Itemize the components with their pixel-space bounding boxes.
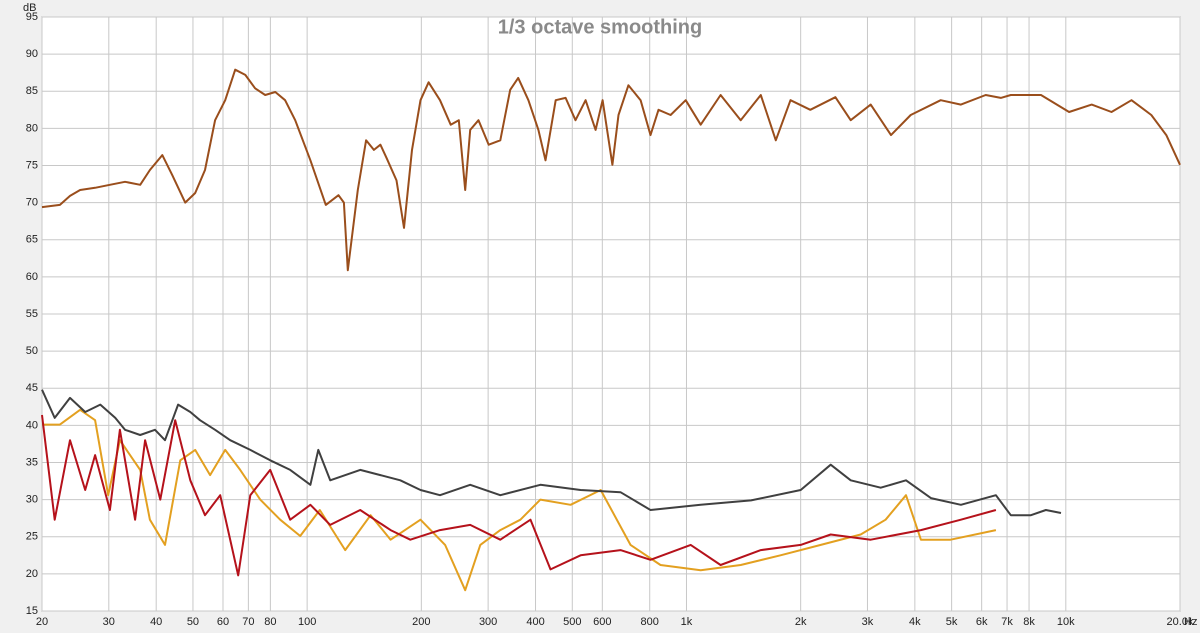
grid (41, 16, 1181, 612)
x-tick-label: 500 (563, 616, 581, 628)
x-tick-label: 30 (103, 616, 115, 628)
y-tick-label: 50 (26, 345, 38, 357)
y-tick-label: 85 (26, 85, 38, 97)
x-tick-label: 20 (36, 616, 48, 628)
series-line (41, 68, 1181, 272)
y-tick-label: 80 (26, 122, 38, 134)
x-tick-label: 8k (1023, 616, 1035, 628)
x-tick-label: 6k (976, 616, 988, 628)
x-tick-label: 70 (242, 616, 254, 628)
series-line (41, 414, 997, 577)
x-tick-label: 80 (264, 616, 276, 628)
x-tick-label: 100 (298, 616, 316, 628)
y-tick-label: 75 (26, 159, 38, 171)
y-tick-label: 35 (26, 456, 38, 468)
y-axis-label: dB (23, 2, 36, 14)
x-tick-label: 50 (187, 616, 199, 628)
x-tick-label: 7k (1001, 616, 1013, 628)
x-tick-label: 400 (526, 616, 544, 628)
y-tick-label: 20 (26, 568, 38, 580)
y-tick-label: 40 (26, 419, 38, 431)
x-tick-label: 200 (412, 616, 430, 628)
x-tick-label: 60 (217, 616, 229, 628)
x-tick-label: 5k (946, 616, 958, 628)
y-tick-label: 95 (26, 11, 38, 23)
y-tick-label: 60 (26, 271, 38, 283)
x-tick-label: 10k (1057, 616, 1075, 628)
y-tick-label: 15 (26, 605, 38, 617)
x-tick-label: 600 (593, 616, 611, 628)
y-tick-label: 55 (26, 308, 38, 320)
x-tick-label: 3k (862, 616, 874, 628)
x-tick-label: 40 (150, 616, 162, 628)
x-axis-label: Hz (1184, 616, 1197, 628)
x-tick-label: 2k (795, 616, 807, 628)
y-tick-label: 90 (26, 48, 38, 60)
y-tick-label: 45 (26, 382, 38, 394)
y-tick-label: 30 (26, 494, 38, 506)
x-tick-label: 300 (479, 616, 497, 628)
series-line (42, 408, 997, 592)
x-tick-label: 800 (641, 616, 659, 628)
chart-title: 1/3 octave smoothing (498, 16, 703, 38)
series (41, 68, 1181, 592)
x-tick-label: 4k (909, 616, 921, 628)
series-line (41, 389, 1062, 517)
y-tick-label: 65 (26, 234, 38, 246)
x-tick-label: 20.0k (1167, 616, 1194, 628)
y-tick-label: 70 (26, 197, 38, 209)
x-tick-label: 1k (681, 616, 693, 628)
y-tick-label: 25 (26, 531, 38, 543)
